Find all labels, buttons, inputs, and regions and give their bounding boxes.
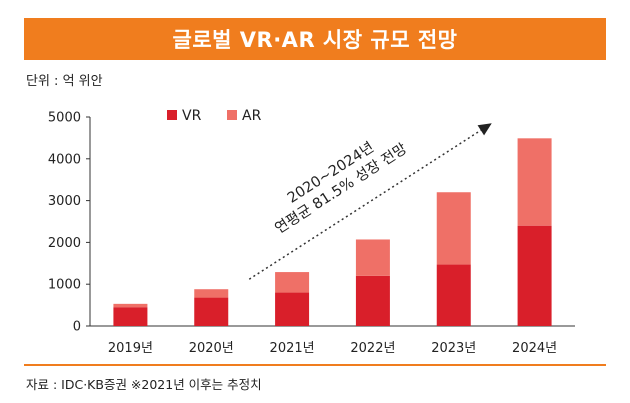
bar-ar-2 <box>194 289 229 298</box>
growth-arrow-head <box>477 123 492 136</box>
bar-ar-6 <box>517 138 552 226</box>
y-tick-label: 3000 <box>48 194 81 209</box>
legend-swatch-ar <box>227 110 237 120</box>
x-tick-label: 2024년 <box>512 341 557 356</box>
bar-vr-3 <box>275 292 310 326</box>
bar-vr-5 <box>436 264 471 326</box>
bar-vr-6 <box>517 225 552 326</box>
x-tick-label: 2019년 <box>108 341 153 356</box>
y-tick-label: 5000 <box>48 111 81 126</box>
growth-arrow-line <box>248 122 493 280</box>
x-tick-label: 2022년 <box>350 341 395 356</box>
chart-title: 글로벌 VR·AR 시장 규모 전망 <box>172 28 458 52</box>
legend-label-vr: VR <box>182 108 202 124</box>
bar-vr-4 <box>355 275 390 326</box>
bar-vr-1 <box>113 307 148 326</box>
x-tick-label: 2023년 <box>431 341 476 356</box>
x-tick-label: 2020년 <box>189 341 234 356</box>
source-note: 자료 : IDC·KB증권 ※2021년 이후는 추정치 <box>26 377 262 392</box>
title-bar: 글로벌 VR·AR 시장 규모 전망 <box>24 18 606 60</box>
legend-swatch-vr <box>167 110 177 120</box>
legend-label-ar: AR <box>242 108 262 124</box>
bar-ar-3 <box>275 272 310 293</box>
bar-vr-2 <box>194 297 229 326</box>
x-tick-label: 2021년 <box>270 341 315 356</box>
bar-ar-5 <box>436 192 471 265</box>
footer-divider <box>24 364 606 366</box>
y-tick-label: 0 <box>73 320 81 335</box>
bar-ar-4 <box>355 239 390 276</box>
y-tick-label: 1000 <box>48 278 81 293</box>
unit-label: 단위 : 억 위안 <box>26 74 103 89</box>
y-tick-label: 4000 <box>48 152 81 167</box>
bar-ar-1 <box>113 303 148 308</box>
y-tick-label: 2000 <box>48 236 81 251</box>
